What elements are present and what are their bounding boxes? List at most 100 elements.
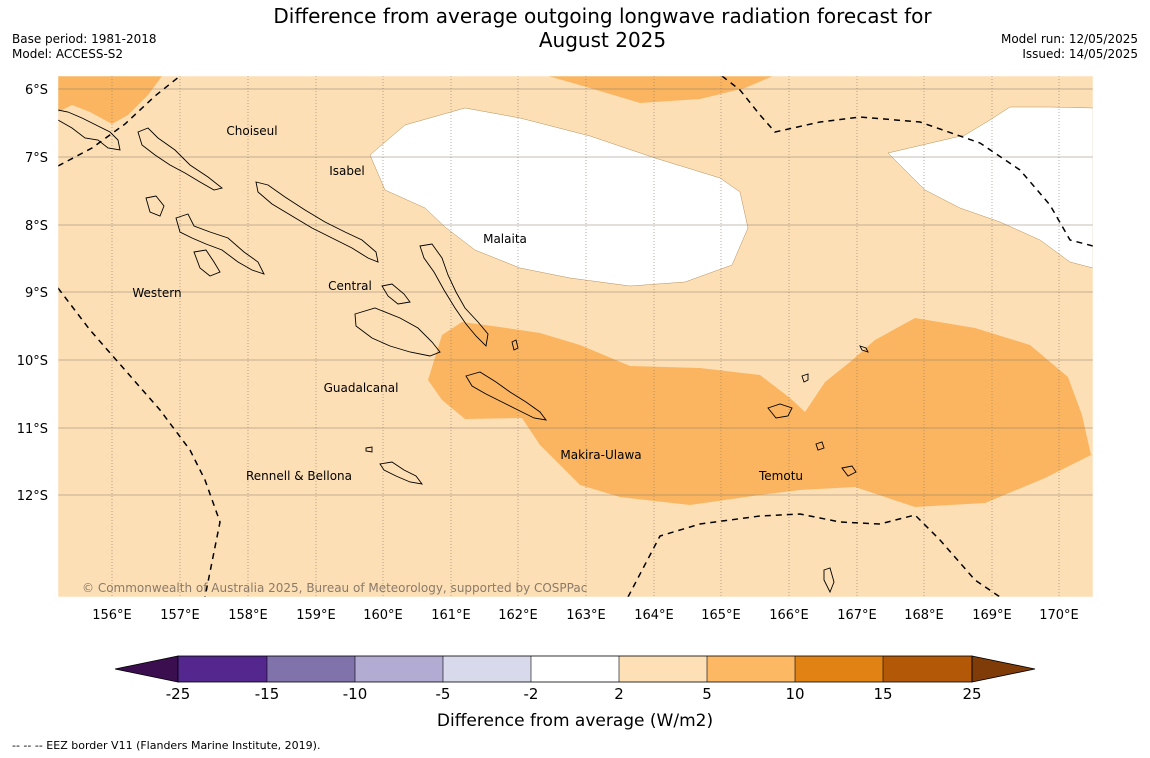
lat-label: 7°S xyxy=(25,151,48,166)
lat-label: 11°S xyxy=(17,422,48,437)
label-temotu: Temotu xyxy=(758,469,803,483)
colorbar-tick: 2 xyxy=(614,685,624,703)
bougainville-coast xyxy=(58,109,121,151)
lat-label: 10°S xyxy=(17,354,48,369)
rennell-island xyxy=(379,461,424,485)
colorbar-outline xyxy=(177,655,973,683)
model-name: Model: ACCESS-S2 xyxy=(12,47,124,61)
longitude-labels: 156°E 157°E 158°E 159°E 160°E 161°E 162°… xyxy=(92,608,1079,623)
vella-lavella-island xyxy=(145,195,165,217)
neutral-zone-east xyxy=(887,106,1093,269)
title-line-1: Difference from average outgoing longwav… xyxy=(273,4,932,28)
map-title: Difference from average outgoing longwav… xyxy=(230,4,975,52)
colorbar-extend-low xyxy=(114,655,179,683)
lon-label: 170°E xyxy=(1039,608,1079,623)
lat-label: 8°S xyxy=(25,219,48,234)
isabel-island xyxy=(255,181,379,263)
lon-label: 162°E xyxy=(498,608,538,623)
makira-island xyxy=(465,371,548,421)
colorbar-swatch xyxy=(443,656,531,682)
eez-border xyxy=(58,76,1093,597)
colorbar-tick: -10 xyxy=(343,685,368,703)
lon-label: 165°E xyxy=(701,608,741,623)
parallels xyxy=(58,88,1093,496)
new-georgia-island xyxy=(175,213,265,275)
colorbar-tick: -25 xyxy=(166,685,191,703)
eez-border-west xyxy=(58,287,221,597)
anomaly-zone-northwest xyxy=(58,76,162,124)
lon-label: 157°E xyxy=(160,608,200,623)
rendova-island xyxy=(193,249,221,277)
ulawa-island xyxy=(511,339,519,351)
anomaly-zone-north xyxy=(548,76,773,103)
map-frame xyxy=(57,75,1094,598)
lat-label: 9°S xyxy=(25,286,48,301)
colorbar: -25 -15 -10 -5 -2 2 5 10 15 25 Differenc… xyxy=(114,655,1036,731)
lon-label: 166°E xyxy=(769,608,809,623)
map-plot-area xyxy=(58,76,1093,597)
label-makira-ulawa: Makira-Ulawa xyxy=(560,448,641,462)
lon-label: 168°E xyxy=(904,608,944,623)
label-malaita: Malaita xyxy=(483,232,527,246)
label-western: Western xyxy=(132,286,181,300)
colorbar-ticks: -25 -15 -10 -5 -2 2 5 10 15 25 xyxy=(166,685,982,703)
lon-label: 167°E xyxy=(837,608,877,623)
lon-label: 159°E xyxy=(296,608,336,623)
colorbar-swatch xyxy=(531,656,619,682)
base-info: Base period: 1981-2018 Model: ACCESS-S2 xyxy=(12,32,157,62)
ngella-island xyxy=(381,283,411,305)
reef-islands xyxy=(859,345,869,353)
copyright-notice: © Commonwealth of Australia 2025, Bureau… xyxy=(82,581,587,595)
model-run: Model run: 12/05/2025 xyxy=(1000,32,1138,46)
label-guadalcanal: Guadalcanal xyxy=(324,381,399,395)
coastlines xyxy=(58,109,869,594)
colorbar-tick: 5 xyxy=(702,685,712,703)
label-isabel: Isabel xyxy=(329,164,364,178)
colorbar-swatch xyxy=(707,656,795,682)
label-rennell-bellona: Rennell & Bellona xyxy=(246,469,352,483)
colorbar-swatch xyxy=(267,656,355,682)
colorbar-extend-high xyxy=(971,655,1036,683)
title-line-2: August 2025 xyxy=(538,28,667,52)
eez-border-northeast xyxy=(721,76,1093,247)
colorbar-tick: -15 xyxy=(255,685,280,703)
latitude-labels: 6°S 7°S 8°S 9°S 10°S 11°S 12°S xyxy=(17,83,48,504)
colorbar-swatch xyxy=(795,656,883,682)
region-labels: Choiseul Isabel Malaita Western Central … xyxy=(132,124,803,483)
santa-cruz-island xyxy=(767,403,793,419)
lon-label: 156°E xyxy=(92,608,132,623)
colorbar-swatch xyxy=(355,656,443,682)
colorbar-tick: 10 xyxy=(785,685,804,703)
base-period: Base period: 1981-2018 xyxy=(12,32,157,46)
lon-label: 158°E xyxy=(228,608,268,623)
eez-legend: -- -- -- EEZ border V11 (Flanders Marine… xyxy=(12,739,321,752)
lat-label: 6°S xyxy=(25,83,48,98)
choiseul-island xyxy=(137,127,224,191)
anuta-island xyxy=(823,567,835,594)
neutral-zone-malaita xyxy=(369,107,749,287)
guadalcanal-island xyxy=(354,307,441,357)
bellona-island xyxy=(365,446,373,453)
colorbar-dividers xyxy=(266,656,884,682)
run-info: Model run: 12/05/2025 Issued: 14/05/2025 xyxy=(1001,32,1138,62)
lon-label: 163°E xyxy=(566,608,606,623)
label-choiseul: Choiseul xyxy=(226,124,277,138)
vanikoro-island xyxy=(841,465,857,477)
lon-label: 164°E xyxy=(634,608,674,623)
malaita-island xyxy=(419,243,489,347)
colorbar-swatch xyxy=(619,656,707,682)
lon-label: 169°E xyxy=(972,608,1012,623)
lon-label: 160°E xyxy=(363,608,403,623)
lon-label: 161°E xyxy=(431,608,471,623)
colorbar-swatch xyxy=(178,656,267,682)
forecast-map: Choiseul Isabel Malaita Western Central … xyxy=(17,75,1094,731)
colorbar-swatch xyxy=(883,656,972,682)
tikopia-island xyxy=(815,441,825,451)
anomaly-zone-south xyxy=(428,318,1091,507)
eez-border-northwest xyxy=(58,76,181,167)
colorbar-tick: 25 xyxy=(962,685,981,703)
colorbar-label: Difference from average (W/m2) xyxy=(437,711,713,731)
colorbar-tick: -2 xyxy=(524,685,539,703)
lat-label: 12°S xyxy=(17,489,48,504)
issued-date: Issued: 14/05/2025 xyxy=(1022,47,1138,61)
